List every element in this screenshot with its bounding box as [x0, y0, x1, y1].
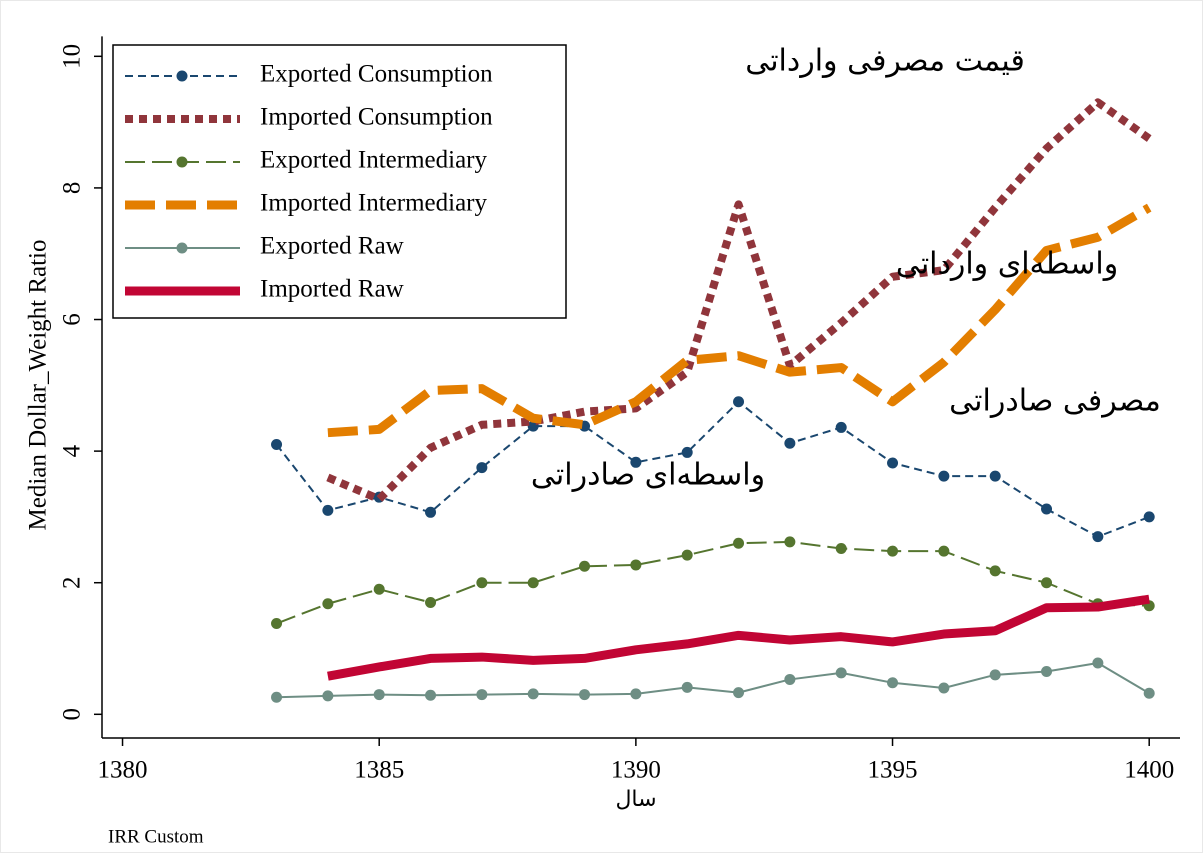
- x-tick-label: 1400: [1124, 757, 1174, 784]
- series-marker: [938, 545, 950, 557]
- series-marker: [425, 689, 437, 701]
- legend-marker: [176, 242, 188, 254]
- series-marker: [1041, 503, 1053, 515]
- series-marker: [887, 677, 899, 689]
- legend-label: Exported Intermediary: [260, 147, 487, 174]
- legend-box: [112, 44, 567, 319]
- legend-marker: [176, 70, 188, 82]
- y-tick-label: 8: [59, 182, 86, 195]
- series-marker: [630, 559, 642, 571]
- series-marker: [630, 456, 642, 468]
- series-marker: [681, 549, 693, 561]
- y-tick-label: 6: [59, 313, 86, 326]
- annotation: مصرفی صادراتی: [949, 384, 1161, 419]
- series-marker: [322, 690, 334, 702]
- series-marker: [989, 470, 1001, 482]
- y-tick-label: 10: [59, 44, 86, 69]
- series-line: [275, 400, 1150, 538]
- series-marker: [1143, 511, 1155, 523]
- series-marker: [887, 545, 899, 557]
- series-line: [276, 661, 1150, 699]
- series-marker: [1041, 666, 1053, 678]
- y-tick-label: 4: [59, 444, 86, 457]
- x-axis-label: سال: [615, 787, 656, 812]
- series-marker: [373, 689, 385, 701]
- series-marker: [784, 536, 796, 548]
- series-marker: [322, 598, 334, 610]
- series-marker: [938, 682, 950, 694]
- x-tick-label: 1385: [354, 757, 404, 784]
- series-marker: [579, 689, 591, 701]
- series-marker: [938, 470, 950, 482]
- legend-label: Exported Consumption: [260, 61, 493, 88]
- series-marker: [733, 537, 745, 549]
- annotation: واسطه‌ای وارداتی: [896, 247, 1118, 282]
- series-marker: [425, 596, 437, 608]
- legend-label: Imported Raw: [260, 276, 404, 303]
- series-marker: [989, 565, 1001, 577]
- series-marker: [579, 560, 591, 572]
- series-marker: [784, 437, 796, 449]
- series-marker: [835, 421, 847, 433]
- x-tick-label: 1390: [611, 757, 661, 784]
- series-marker: [476, 577, 488, 589]
- annotation: واسطه‌ای صادراتی: [531, 458, 765, 493]
- y-tick-label: 0: [59, 708, 86, 721]
- series-marker: [476, 689, 488, 701]
- x-tick-label: 1395: [868, 757, 918, 784]
- series-marker: [527, 577, 539, 589]
- legend-label: Exported Raw: [260, 233, 404, 260]
- series-marker: [373, 583, 385, 595]
- series-marker: [271, 439, 283, 451]
- series-marker: [681, 681, 693, 693]
- x-tick-label: 1380: [98, 757, 148, 784]
- series-marker: [887, 457, 899, 469]
- note: IRR Custom: [108, 826, 204, 847]
- series-marker: [425, 506, 437, 518]
- series-marker: [527, 688, 539, 700]
- legend: Exported Consumption Imported Consumption…: [112, 44, 567, 319]
- series-marker: [271, 618, 283, 630]
- series-line: [327, 203, 1152, 438]
- y-tick-label: 2: [59, 576, 86, 589]
- series-marker: [989, 669, 1001, 681]
- series-marker: [733, 396, 745, 408]
- series-marker: [1092, 657, 1104, 669]
- legend-marker: [176, 156, 188, 168]
- series-marker: [681, 446, 693, 458]
- legend-label: Imported Intermediary: [260, 190, 487, 217]
- legend-label: Imported Consumption: [260, 104, 493, 131]
- series-marker: [476, 462, 488, 474]
- series-marker: [733, 687, 745, 699]
- series-marker: [271, 691, 283, 703]
- series-marker: [1143, 687, 1155, 699]
- series-marker: [835, 667, 847, 679]
- series-marker: [835, 542, 847, 554]
- series-marker: [1041, 577, 1053, 589]
- series-marker: [784, 673, 796, 685]
- y-axis-label: Median Dollar_Weight Ratio: [25, 240, 52, 531]
- series-line: [327, 594, 1150, 681]
- series-line: [276, 540, 1150, 625]
- series-marker: [630, 688, 642, 700]
- series-marker: [1092, 531, 1104, 543]
- annotation: قیمت مصرفی وارداتی: [745, 44, 1025, 79]
- series-marker: [322, 504, 334, 516]
- series-line: [326, 98, 1152, 504]
